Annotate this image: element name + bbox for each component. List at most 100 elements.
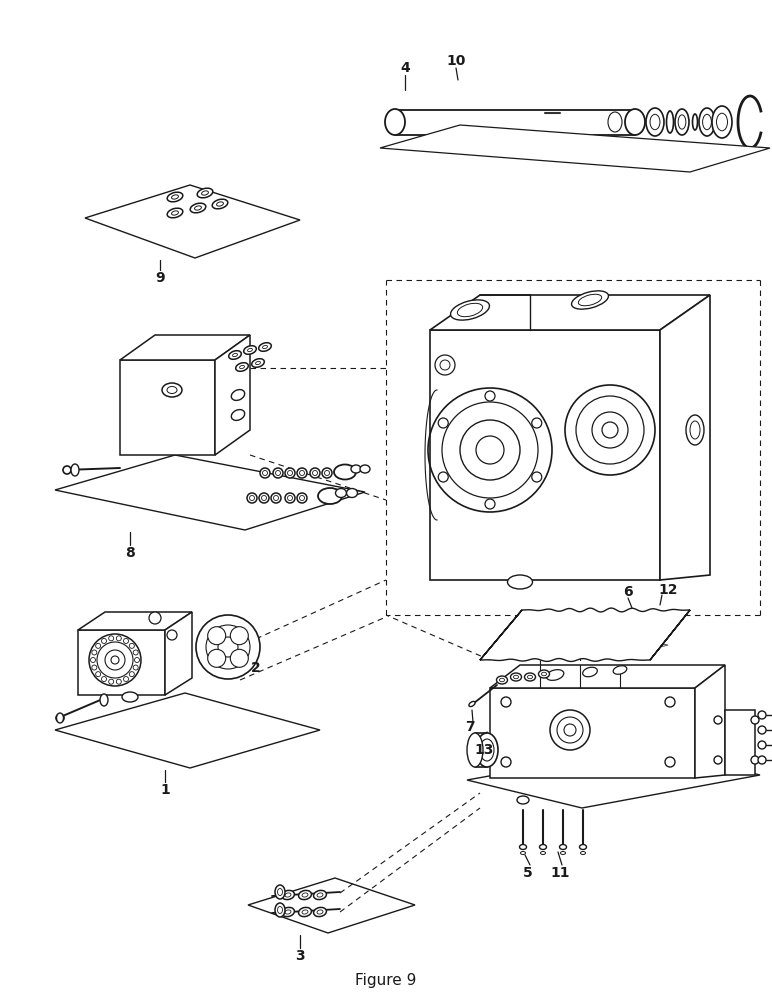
Polygon shape [78,630,165,695]
Ellipse shape [282,907,294,917]
Ellipse shape [232,410,245,420]
Circle shape [167,630,177,640]
Ellipse shape [467,733,483,767]
Circle shape [310,468,320,478]
Circle shape [134,665,138,670]
Text: 7: 7 [466,720,475,734]
Circle shape [92,665,96,670]
Ellipse shape [162,383,182,397]
Polygon shape [430,295,710,330]
Ellipse shape [197,188,213,198]
Ellipse shape [507,575,533,589]
Circle shape [101,638,107,643]
Ellipse shape [334,464,356,480]
Ellipse shape [336,488,347,497]
Circle shape [501,757,511,767]
Text: 5: 5 [523,866,533,880]
Ellipse shape [168,192,183,202]
Circle shape [124,638,128,643]
Circle shape [271,493,281,503]
Ellipse shape [451,300,489,320]
Ellipse shape [351,465,361,473]
Ellipse shape [581,852,585,854]
Circle shape [501,697,511,707]
Polygon shape [467,748,760,808]
Ellipse shape [299,907,311,917]
Text: 12: 12 [659,583,678,597]
Text: 6: 6 [623,585,633,599]
Ellipse shape [252,359,264,367]
Ellipse shape [524,673,536,681]
Ellipse shape [666,111,673,133]
Polygon shape [430,330,660,580]
Circle shape [101,677,107,682]
Ellipse shape [560,844,567,850]
Circle shape [196,615,260,679]
Ellipse shape [699,108,715,136]
Circle shape [89,634,141,686]
Ellipse shape [347,488,357,497]
Circle shape [285,468,295,478]
Polygon shape [215,335,250,455]
Ellipse shape [712,106,732,138]
Polygon shape [248,878,415,933]
Ellipse shape [469,701,475,707]
Circle shape [109,636,113,641]
Ellipse shape [613,666,627,674]
Circle shape [550,710,590,750]
Ellipse shape [496,676,507,684]
Circle shape [758,711,766,719]
Polygon shape [55,455,365,530]
Circle shape [758,726,766,734]
Polygon shape [120,335,250,360]
Ellipse shape [299,890,311,900]
Polygon shape [85,185,300,258]
Circle shape [758,741,766,749]
Circle shape [130,672,134,677]
Circle shape [208,627,225,645]
Ellipse shape [168,208,183,218]
Ellipse shape [520,852,526,854]
Ellipse shape [540,844,547,850]
Ellipse shape [259,343,271,351]
Polygon shape [496,621,668,653]
Circle shape [247,493,257,503]
Polygon shape [55,693,320,768]
Text: 13: 13 [474,743,493,757]
Circle shape [96,643,100,648]
Circle shape [63,466,71,474]
Ellipse shape [100,694,108,706]
Circle shape [259,493,269,503]
Circle shape [149,612,161,624]
Circle shape [485,391,495,401]
Ellipse shape [547,670,564,680]
Text: 9: 9 [155,271,164,285]
Ellipse shape [56,713,63,723]
Ellipse shape [235,363,249,371]
Circle shape [124,677,128,682]
Circle shape [109,679,113,684]
Polygon shape [490,665,725,688]
Circle shape [285,493,295,503]
Polygon shape [165,612,192,695]
Ellipse shape [360,465,370,473]
Circle shape [751,756,759,764]
Circle shape [665,697,675,707]
Polygon shape [695,665,725,778]
Circle shape [273,468,283,478]
Ellipse shape [71,464,79,476]
Ellipse shape [540,852,546,854]
Ellipse shape [510,673,522,681]
Circle shape [665,757,675,767]
Circle shape [96,672,100,677]
Circle shape [532,472,542,482]
Circle shape [134,658,140,662]
Ellipse shape [275,903,285,917]
Ellipse shape [282,890,294,900]
Ellipse shape [571,291,608,309]
Circle shape [758,756,766,764]
Text: 8: 8 [125,546,135,560]
Ellipse shape [520,844,527,850]
Ellipse shape [692,114,697,130]
Ellipse shape [190,203,206,213]
